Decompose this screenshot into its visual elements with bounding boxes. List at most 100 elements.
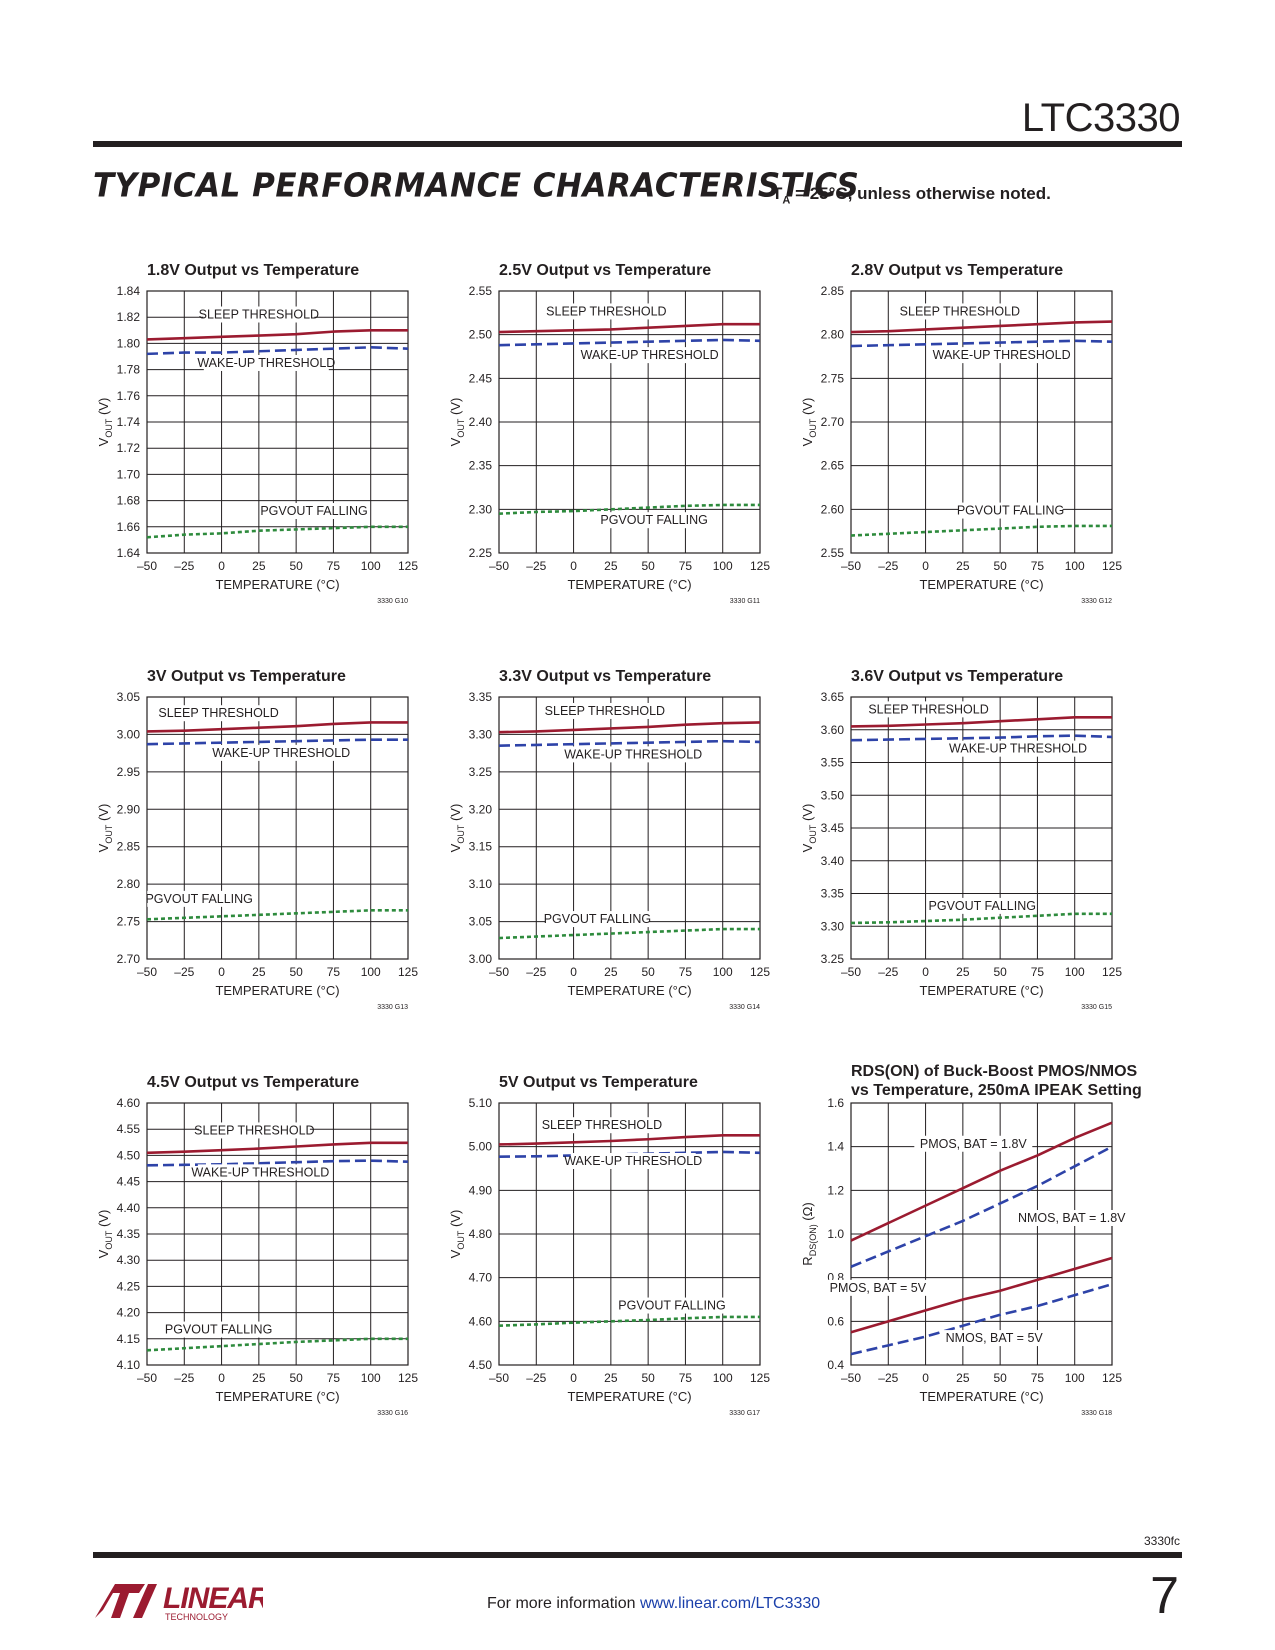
y-axis-label-sub: OUT: [808, 418, 818, 438]
y-tick-label: 1.0: [827, 1227, 844, 1241]
y-tick-label: 4.15: [117, 1332, 141, 1346]
x-tick-label: 100: [713, 1371, 733, 1385]
y-tick-label: 2.70: [117, 952, 141, 966]
figure-code: 3330 G13: [377, 1004, 408, 1011]
y-axis-label-main: V: [448, 437, 463, 446]
x-tick-label: 50: [289, 965, 303, 979]
plot-frame: [850, 290, 1113, 554]
x-tick-label: –25: [878, 559, 898, 573]
conditions-text: = 25°C, unless otherwise noted.: [790, 184, 1051, 203]
y-tick-label: 5.10: [469, 1096, 493, 1110]
chart-4-5v-output: 4.5V Output vs Temperature –50 –25 0 25 50 75 1…: [96, 1074, 418, 1417]
y-tick-label: 1.64: [117, 546, 141, 560]
logo-subtitle: TECHNOLOGY: [165, 1612, 228, 1622]
y-tick-label: 4.50: [469, 1358, 493, 1372]
y-tick-label: 1.6: [827, 1096, 844, 1110]
x-tick-label: –50: [489, 965, 509, 979]
y-tick-label: 2.80: [821, 328, 845, 342]
series-label: WAKE-UP THRESHOLD: [564, 747, 702, 761]
series-label: NMOS, BAT = 5V: [946, 1331, 1044, 1345]
y-tick-label: 3.25: [469, 765, 493, 779]
y-tick-label: 1.66: [117, 520, 141, 534]
series-label-bg: [602, 512, 707, 529]
y-axis-label: VOUT (V): [96, 1210, 114, 1259]
chart-title: 3V Output vs Temperature: [147, 668, 346, 685]
x-tick-label: 0: [218, 559, 225, 573]
y-tick-label: 4.30: [117, 1253, 141, 1267]
y-axis-label-main: V: [448, 1249, 463, 1258]
series-label: SLEEP THRESHOLD: [194, 1123, 314, 1137]
linear-logo: LINEAR TECHNOLOGY: [95, 1582, 263, 1622]
series-label-bg: [939, 347, 1065, 364]
y-axis-label-sub: OUT: [808, 824, 818, 844]
x-tick-label: 25: [252, 559, 266, 573]
x-tick-label: 50: [641, 965, 655, 979]
x-tick-label: 25: [956, 1371, 970, 1385]
y-tick-label: 5.00: [469, 1140, 493, 1154]
x-tick-label: –25: [526, 1371, 546, 1385]
chart-5v-output: 5V Output vs Temperature –50 –25 0 25 50 75 100…: [448, 1074, 770, 1417]
x-tick-label: 75: [679, 1371, 693, 1385]
series-label-bg: [166, 1321, 271, 1338]
x-tick-label: 100: [1065, 1371, 1085, 1385]
y-axis-label-main: V: [448, 843, 463, 852]
y-axis-label-unit: (Ω): [800, 1202, 815, 1224]
series-label-bg: [955, 740, 1081, 757]
series-line: [498, 1134, 760, 1146]
x-tick-label: 25: [956, 965, 970, 979]
y-tick-label: 3.25: [821, 952, 845, 966]
more-info-link[interactable]: www.linear.com/LTC3330: [639, 1595, 821, 1612]
x-tick-label: 25: [956, 559, 970, 573]
x-tick-label: 25: [604, 965, 618, 979]
x-tick-label: 50: [993, 965, 1007, 979]
series-line: [146, 909, 408, 921]
y-tick-label: 4.90: [469, 1183, 493, 1197]
y-tick-label: 3.65: [821, 690, 845, 704]
y-axis-label: VOUT (V): [448, 398, 466, 447]
series-label: PGVOUT FALLING: [165, 1323, 272, 1337]
x-tick-label: 125: [750, 559, 770, 573]
y-axis-label-unit: (V): [448, 804, 463, 825]
series-line: [146, 346, 409, 356]
series-label-bg: [873, 701, 985, 718]
x-tick-label: 75: [1031, 965, 1045, 979]
y-tick-label: 3.00: [117, 727, 141, 741]
y-tick-label: 4.40: [117, 1201, 141, 1215]
y-axis-label-unit: (V): [96, 398, 111, 419]
series-label: WAKE-UP THRESHOLD: [191, 1165, 329, 1179]
series-line: [146, 1337, 408, 1352]
series-label-bg: [914, 1135, 1033, 1152]
series-line: [850, 524, 1112, 537]
y-tick-label: 4.10: [117, 1358, 141, 1372]
series-label-bg: [587, 347, 713, 364]
y-tick-label: 1.82: [117, 310, 141, 324]
series-label-bg: [163, 705, 275, 722]
x-tick-label: 50: [993, 1371, 1007, 1385]
conditions-subscript: A: [782, 194, 791, 207]
series-label: WAKE-UP THRESHOLD: [564, 1154, 702, 1168]
series-label: SLEEP THRESHOLD: [199, 308, 319, 322]
y-axis-label-main: R: [800, 1256, 815, 1265]
chart-title: 4.5V Output vs Temperature: [147, 1074, 359, 1091]
series-label-bg: [904, 303, 1016, 320]
series-label: PMOS, BAT = 5V: [830, 1281, 927, 1295]
x-axis-label: TEMPERATURE (°C): [215, 983, 339, 998]
x-tick-label: 100: [1065, 559, 1085, 573]
figure-code: 3330 G17: [729, 1410, 760, 1417]
page-number: 7: [1150, 1567, 1179, 1625]
y-axis-label-main: V: [96, 843, 111, 852]
series-label-bg: [147, 890, 252, 907]
chart-3-3v-output: 3.3V Output vs Temperature –50 –25 0 25 50 75 1…: [448, 668, 770, 1011]
x-tick-label: 100: [713, 965, 733, 979]
y-tick-label: 2.75: [821, 371, 845, 385]
y-tick-label: 1.76: [117, 389, 141, 403]
x-tick-label: 50: [993, 559, 1007, 573]
logo-mark-icon: [95, 1584, 145, 1618]
y-tick-label: 1.84: [117, 284, 141, 298]
series-label-bg: [930, 897, 1035, 914]
series-line: [498, 927, 760, 940]
x-tick-label: 0: [570, 559, 577, 573]
series-line: [498, 322, 760, 334]
figure-code: 3330 G14: [729, 1004, 760, 1011]
series-label: PMOS, BAT = 1.8V: [920, 1137, 1028, 1151]
